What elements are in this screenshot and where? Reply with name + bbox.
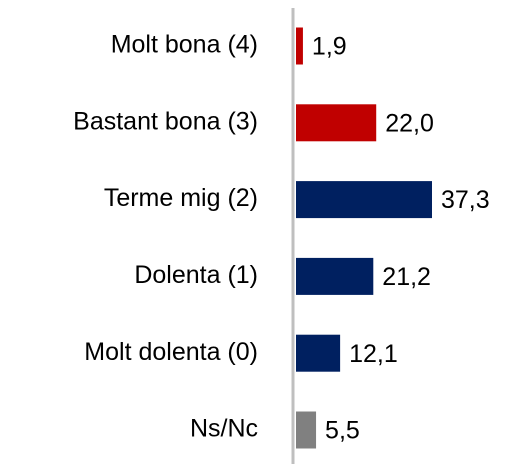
category-label: Dolenta (1) [134, 261, 258, 289]
value-label: 5,5 [325, 417, 360, 445]
bar [296, 334, 341, 372]
bar [296, 27, 303, 65]
value-label: 21,2 [382, 263, 431, 291]
value-label: 12,1 [349, 340, 398, 368]
category-label: Ns/Nc [190, 415, 258, 443]
bar [296, 181, 432, 219]
value-label: 37,3 [441, 186, 490, 214]
category-label: Molt bona (4) [111, 31, 258, 59]
value-label: 1,9 [312, 33, 347, 61]
bar [296, 104, 377, 142]
bar [296, 411, 317, 449]
value-label: 22,0 [385, 109, 434, 137]
category-label: Molt dolenta (0) [84, 338, 258, 366]
bar [296, 257, 374, 295]
category-label: Terme mig (2) [104, 184, 258, 212]
category-label: Bastant bona (3) [73, 107, 258, 135]
